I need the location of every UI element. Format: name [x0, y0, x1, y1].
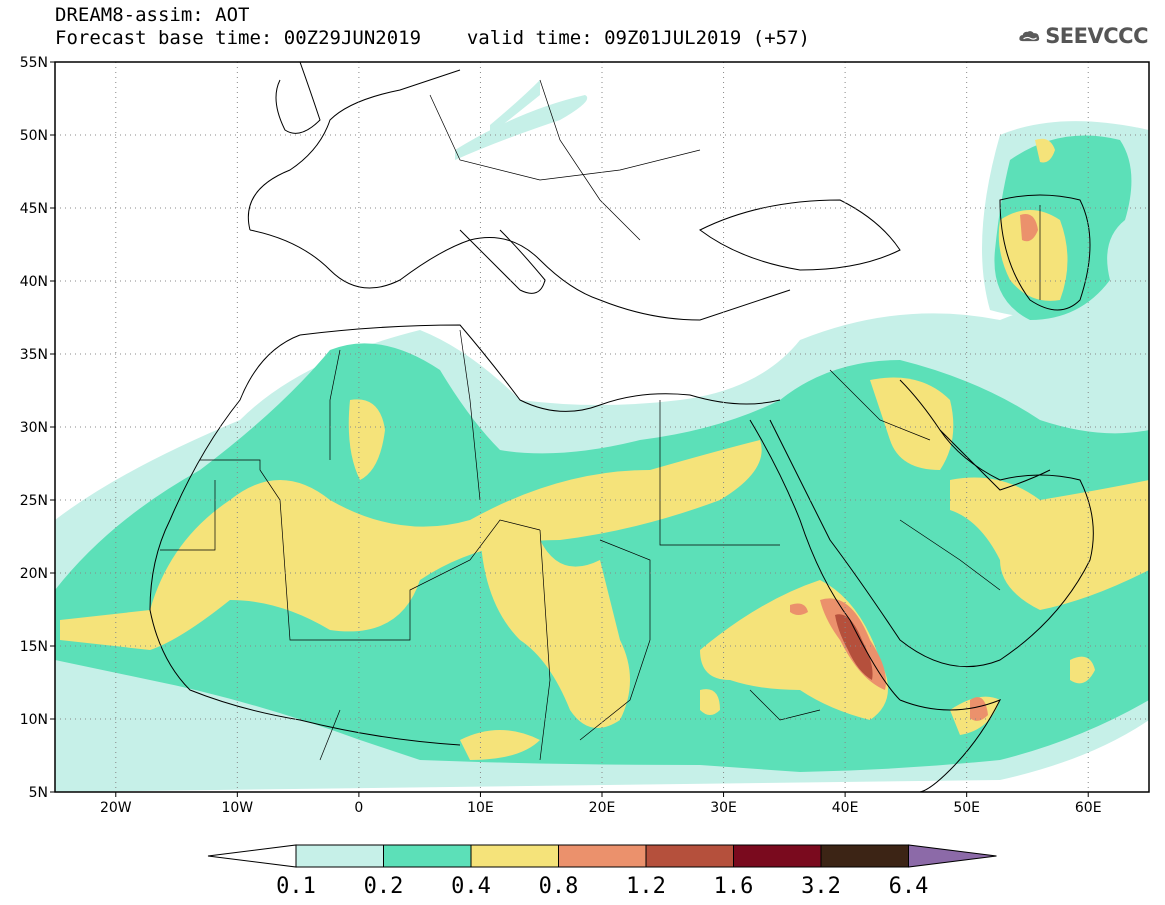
border-line [160, 480, 216, 551]
lat-label: 45N [20, 201, 48, 217]
lat-label: 25N [20, 493, 48, 509]
coastline-caspian [999, 194, 1091, 311]
aot-contour-0.4-spain [348, 399, 385, 480]
grid [55, 62, 1149, 792]
coastline-italy [459, 229, 546, 294]
lat-label: 10N [20, 712, 48, 728]
border-line [200, 459, 541, 641]
border-line [659, 400, 780, 546]
border-line [329, 349, 341, 460]
colorbar-swatch [820, 844, 909, 868]
lat-label: 15N [20, 639, 48, 655]
axis-ticks [50, 61, 1089, 797]
coastlines [149, 62, 1094, 792]
coastline-persian-gulf [939, 429, 1051, 491]
lon-label: 50E [953, 800, 980, 816]
colorbar-label: 0.8 [539, 874, 579, 899]
lon-label: 10E [467, 800, 494, 816]
coastline-black-sea [699, 199, 901, 271]
aot-contour-0.4-caspian [998, 210, 1068, 301]
seevccc-logo: SEEVCCC [1018, 20, 1148, 52]
lon-label: 20E [589, 800, 616, 816]
colorbar-high-arrow [908, 844, 997, 868]
colorbar-label: 0.1 [276, 874, 316, 899]
border-line [539, 79, 641, 241]
colorbar-label: 3.2 [801, 874, 841, 899]
coastline-med-south [299, 324, 781, 412]
border-line [319, 709, 341, 761]
lon-label: 20W [100, 800, 132, 816]
coastline-africa-west [149, 334, 461, 746]
aot-contour-0.4-nile [700, 689, 720, 715]
border-line [539, 529, 551, 761]
coastline-med-north [249, 229, 791, 321]
lat-label: 30N [20, 420, 48, 436]
lat-label: 40N [20, 274, 48, 290]
colorbar-swatch [383, 844, 472, 868]
lon-label: 60E [1075, 800, 1102, 816]
valid-time: valid time: 09Z01JUL2019 (+57) [466, 27, 810, 49]
coastline-red-sea [749, 419, 901, 701]
aot-contour-0.8-somalia [970, 697, 988, 721]
lat-label: 50N [20, 128, 48, 144]
colorbar-low-arrow [207, 844, 297, 868]
border-line [429, 94, 701, 181]
colorbar-label: 1.2 [626, 874, 666, 899]
aot-contour-0.8-sudan [790, 603, 808, 615]
aot-contour-0.1-europe [455, 95, 588, 160]
latitude-labels: 55N 50N 45N 40N 35N 30N 25N 20N 15N 10N 5N [20, 55, 48, 801]
border-line [749, 689, 821, 721]
aot-contour-0.1-north [490, 80, 540, 135]
aot-contour-0.8-caspian [1020, 214, 1038, 242]
lat-label: 20N [20, 566, 48, 582]
border-line [459, 329, 481, 501]
coastline-europe-west [247, 69, 461, 231]
colorbar-swatch [295, 844, 384, 868]
coastline-horn-africa [899, 699, 1002, 792]
lon-label: 0 [354, 800, 363, 816]
colorbar [207, 844, 997, 868]
lon-label: 30E [710, 800, 737, 816]
border-line [599, 539, 651, 640]
colorbar-label: 6.4 [889, 874, 929, 899]
aot-contour-1.2-eritrea [835, 614, 873, 680]
aot-contour-0.4-sahara [60, 440, 762, 650]
lon-label: 40E [832, 800, 859, 816]
aot-contour-0.4-sahel [480, 517, 630, 728]
header: DREAM8-assim: AOT Forecast base time: 00Z… [55, 4, 810, 50]
cloud-icon [1019, 31, 1040, 42]
colorbar-swatch [645, 844, 734, 868]
aot-contour-0.4-gulf [950, 477, 1149, 610]
forecast-base-time: Forecast base time: 00Z29JUN2019 [55, 27, 422, 49]
lat-label: 55N [20, 55, 48, 71]
aot-contour-0.4-north [1035, 138, 1055, 163]
coastline-arabia [769, 379, 1094, 668]
colorbar-labels: 0.1 0.2 0.4 0.8 1.2 1.6 3.2 6.4 [276, 874, 928, 899]
coastline-britain [275, 62, 321, 134]
colorbar-label: 0.4 [451, 874, 491, 899]
border-line [829, 369, 931, 441]
colorbar-swatch [470, 844, 559, 868]
aot-contour-0.4-oman [1070, 656, 1095, 684]
lat-label: 35N [20, 347, 48, 363]
colorbar-label: 1.6 [714, 874, 754, 899]
country-borders [160, 79, 1041, 761]
lon-label: 10W [221, 800, 253, 816]
logo-text: SEEVCCC [1045, 24, 1148, 48]
border-line [579, 639, 651, 741]
lat-label: 5N [29, 785, 48, 801]
colorbar-swatch [558, 844, 647, 868]
aot-contour-0.4-arabia [870, 377, 954, 470]
aot-contours [55, 80, 1149, 792]
longitude-labels: 20W 10W 0 10E 20E 30E 40E 50E 60E [100, 800, 1102, 816]
map-title: DREAM8-assim: AOT [55, 4, 250, 26]
colorbar-swatch [733, 844, 822, 868]
colorbar-label: 0.2 [364, 874, 404, 899]
border-line [899, 519, 1001, 591]
